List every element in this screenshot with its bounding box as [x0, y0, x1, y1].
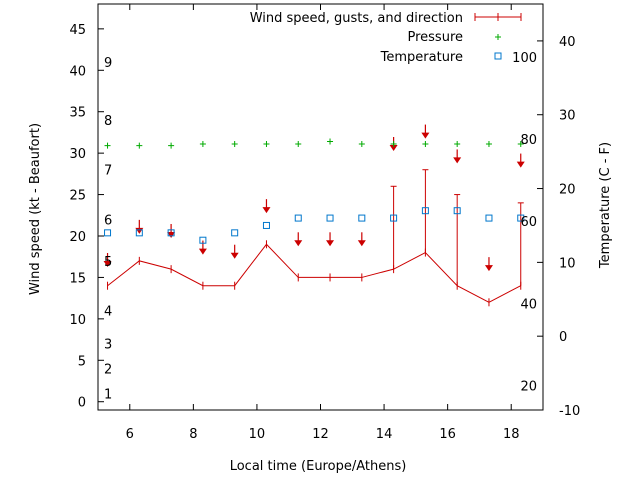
beaufort-label: 2 [104, 363, 112, 378]
pressure-point [390, 141, 397, 148]
y2-tick-label: 0 [559, 330, 567, 345]
temperature-point [517, 214, 525, 222]
legend-mark-pressure [495, 34, 501, 40]
beaufort-label: 7 [104, 164, 112, 179]
x-tick-label: 12 [312, 427, 329, 442]
y-tick-label: 25 [69, 189, 86, 204]
y2-tick-label: 40 [559, 35, 576, 50]
y2-tick-label: 20 [559, 183, 576, 198]
plot-frame [97, 3, 544, 411]
temperature-point [390, 214, 398, 222]
labels-layer: 6 8 10 12 14 16 18051015202530354045-100102030… [69, 23, 580, 442]
temperature-point [294, 214, 302, 222]
wind-direction-arrowhead [453, 157, 462, 164]
y2-tick-label: -10 [559, 404, 580, 419]
temperature-point [421, 207, 429, 215]
fahrenheit-label: 80 [520, 133, 537, 148]
pressure-point [231, 141, 238, 148]
x-tick-label: 14 [376, 427, 393, 442]
temperature-point [326, 214, 334, 222]
y-tick-label: 5 [78, 354, 86, 369]
x-tick-label: 10 [249, 427, 266, 442]
fahrenheit-label: 100 [512, 51, 537, 66]
beaufort-label: 8 [104, 114, 112, 129]
wind-direction-arrowhead [198, 248, 207, 255]
wind-direction-arrowhead [294, 240, 303, 247]
pressure-point [263, 141, 270, 148]
x-tick-label: 16 [439, 427, 456, 442]
y-tick-label: 20 [69, 230, 86, 245]
legend-label-wind: Wind speed, gusts, and direction [250, 11, 463, 26]
temperature-point [231, 229, 239, 237]
wind-direction-arrowhead [326, 240, 335, 247]
wind-direction-arrowhead [357, 240, 366, 247]
wind-direction-arrowhead [421, 132, 430, 139]
y-tick-label: 45 [69, 23, 86, 38]
legend-label-temperature: Temperature [380, 50, 463, 65]
pressure-point [168, 142, 175, 149]
legend-label-pressure: Pressure [407, 30, 463, 45]
beaufort-label: 3 [104, 338, 112, 353]
temperature-point [485, 214, 493, 222]
y-tick-label: 0 [78, 396, 86, 411]
data-layer [103, 124, 525, 307]
y2-tick-label: 30 [559, 109, 576, 124]
beaufort-label: 5 [104, 255, 112, 270]
y-tick-label: 40 [69, 64, 86, 79]
ticks-layer [98, 4, 543, 411]
x-tick-label: 8 [189, 427, 197, 442]
wind-direction-arrowhead [389, 145, 398, 151]
wind-direction-arrowhead [484, 265, 493, 272]
beaufort-label: 1 [104, 387, 112, 402]
pressure-point [327, 138, 334, 145]
temperature-point [104, 229, 112, 237]
pressure-point [136, 142, 143, 149]
beaufort-label: 9 [104, 56, 112, 71]
pressure-point [422, 141, 429, 148]
pressure-point [358, 141, 365, 148]
x-tick-label: 6 [126, 427, 134, 442]
y-axis-label: Wind speed (kt - Beaufort) [28, 123, 43, 295]
fahrenheit-label: 40 [520, 298, 537, 313]
wind-direction-arrowhead [167, 232, 176, 238]
temperature-point [167, 229, 175, 237]
temperature-point [262, 221, 270, 229]
y-tick-label: 10 [69, 313, 86, 328]
temperature-point [453, 207, 461, 215]
pressure-point [104, 142, 111, 149]
beaufort-label: 6 [104, 213, 112, 228]
temperature-point [199, 236, 207, 244]
temperature-point [135, 229, 143, 237]
wind-direction-arrowhead [262, 207, 271, 214]
fahrenheit-label: 60 [520, 215, 537, 230]
pressure-point [199, 141, 206, 148]
wind-direction-arrowhead [230, 252, 239, 259]
pressure-point [454, 141, 461, 148]
x-axis-label: Local time (Europe/Athens) [230, 459, 407, 474]
y2-axis-label: Temperature (C - F) [598, 142, 613, 269]
wind-direction-arrowhead [103, 261, 112, 267]
beaufort-label: 4 [104, 305, 112, 320]
y-tick-label: 30 [69, 147, 86, 162]
legend-marks [474, 13, 522, 60]
y-tick-label: 15 [69, 271, 86, 286]
legend: Wind speed, gusts, and direction Pressur… [250, 11, 522, 65]
temperature-point [358, 214, 366, 222]
y-tick-label: 35 [69, 106, 86, 121]
wind-direction-arrowhead [516, 161, 525, 168]
pressure-point [485, 141, 492, 148]
pressure-point [295, 141, 302, 148]
fahrenheit-label: 20 [520, 380, 537, 395]
wind-speed-line [107, 243, 521, 303]
y2-tick-label: 10 [559, 256, 576, 271]
legend-mark-temperature [494, 52, 502, 60]
pressure-point [517, 141, 524, 148]
x-tick-label: 18 [503, 427, 520, 442]
